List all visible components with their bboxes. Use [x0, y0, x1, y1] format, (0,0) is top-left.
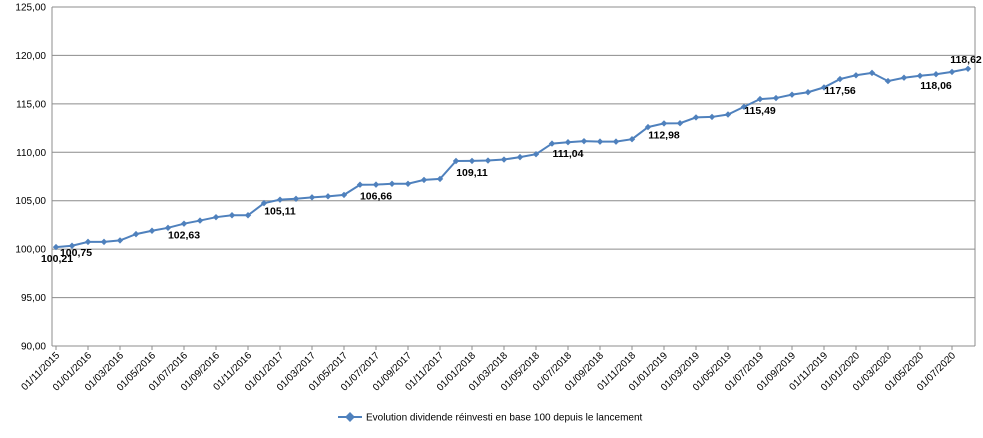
data-point: [612, 138, 620, 145]
data-point: [948, 68, 956, 76]
data-point: [644, 123, 652, 131]
data-point: [308, 194, 316, 201]
series-line: [55, 67, 969, 249]
data-point: [964, 65, 972, 72]
data-point: [260, 199, 268, 207]
data-label: 100,21: [41, 253, 73, 265]
data-point: [788, 91, 796, 98]
data-point: [356, 181, 364, 188]
data-label: 117,56: [824, 85, 856, 97]
legend: Evolution dividende réinvesti en base 10…: [338, 412, 643, 424]
data-point: [628, 136, 636, 143]
data-point: [132, 230, 140, 238]
data-point: [660, 120, 668, 127]
data-point: [164, 224, 172, 232]
data-point: [820, 84, 828, 91]
data-point: [372, 181, 380, 188]
y-tick-label: 125,00: [15, 3, 46, 14]
data-point: [676, 120, 684, 127]
data-point: [452, 157, 460, 165]
data-point: [916, 72, 924, 79]
data-point: [292, 195, 300, 202]
data-point: [116, 237, 124, 244]
data-label: 112,98: [648, 129, 680, 141]
data-point: [212, 213, 220, 221]
data-point: [340, 191, 348, 199]
y-tick-label: 105,00: [15, 196, 46, 207]
data-point: [500, 156, 508, 163]
data-point: [708, 113, 716, 121]
gridlines: [51, 6, 976, 347]
data-point: [404, 180, 412, 187]
x-axis: 01/11/201501/01/201601/03/201601/05/2016…: [19, 346, 958, 394]
data-point: [244, 212, 252, 219]
y-tick-label: 100,00: [15, 245, 46, 256]
data-point: [100, 238, 108, 246]
data-label: 118,06: [920, 80, 952, 92]
data-point: [84, 238, 92, 246]
data-label: 118,62: [950, 54, 982, 66]
data-point: [548, 140, 556, 147]
data-point: [596, 138, 604, 145]
data-point: [740, 103, 748, 110]
data-point: [532, 151, 540, 158]
data-point: [692, 114, 700, 121]
data-label: 105,11: [264, 206, 296, 218]
data-point: [580, 137, 588, 145]
data-point: [324, 193, 332, 200]
data-point: [388, 180, 396, 187]
data-point: [52, 243, 60, 251]
y-tick-label: 120,00: [15, 51, 46, 62]
legend-entry: Evolution dividende réinvesti en base 10…: [366, 413, 643, 424]
series-line-group: [52, 65, 972, 251]
data-point: [852, 72, 860, 79]
data-point: [900, 74, 908, 81]
data-point: [180, 220, 188, 227]
data-point: [772, 94, 780, 102]
data-point: [276, 196, 284, 203]
data-point: [756, 95, 764, 103]
data-point: [564, 139, 572, 146]
y-axis: 90,00 95,00 100,00 105,00 110,00 115,00 120,00…: [15, 3, 46, 353]
data-point: [868, 69, 876, 77]
data-point: [148, 227, 156, 234]
data-label: 100,75: [60, 247, 92, 259]
y-tick-label: 110,00: [16, 148, 46, 159]
data-point: [804, 89, 812, 96]
legend-diamond-marker: [345, 412, 355, 422]
data-point: [196, 217, 204, 224]
data-point: [68, 242, 76, 249]
data-point: [420, 176, 428, 184]
data-point: [884, 77, 892, 85]
data-point: [436, 175, 444, 183]
data-point: [516, 153, 524, 161]
data-point: [228, 212, 236, 219]
data-label: 115,49: [744, 105, 776, 117]
data-label: 111,04: [553, 148, 584, 160]
data-point: [468, 157, 476, 165]
data-point: [836, 75, 844, 83]
data-point: [484, 157, 492, 164]
y-tick-label: 90,00: [21, 342, 46, 353]
data-label: 102,63: [168, 230, 200, 242]
data-point: [932, 71, 940, 78]
data-label: 109,11: [456, 167, 488, 179]
y-tick-label: 95,00: [21, 293, 46, 304]
data-point: [724, 111, 732, 118]
y-tick-label: 115,00: [16, 99, 46, 110]
data-label: 106,66: [360, 191, 392, 203]
